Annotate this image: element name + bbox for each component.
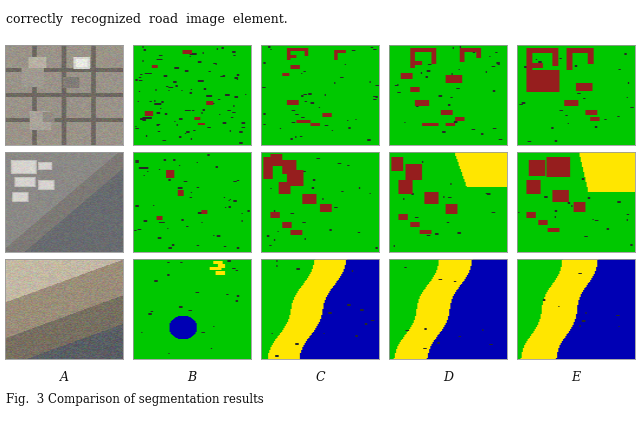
Text: Fig.  3 Comparison of segmentation results: Fig. 3 Comparison of segmentation result… (6, 392, 264, 405)
Text: E: E (572, 371, 580, 383)
Text: D: D (443, 371, 453, 383)
Text: C: C (315, 371, 325, 383)
Text: correctly  recognized  road  image  element.: correctly recognized road image element. (6, 13, 288, 26)
Text: A: A (60, 371, 68, 383)
Text: B: B (188, 371, 196, 383)
